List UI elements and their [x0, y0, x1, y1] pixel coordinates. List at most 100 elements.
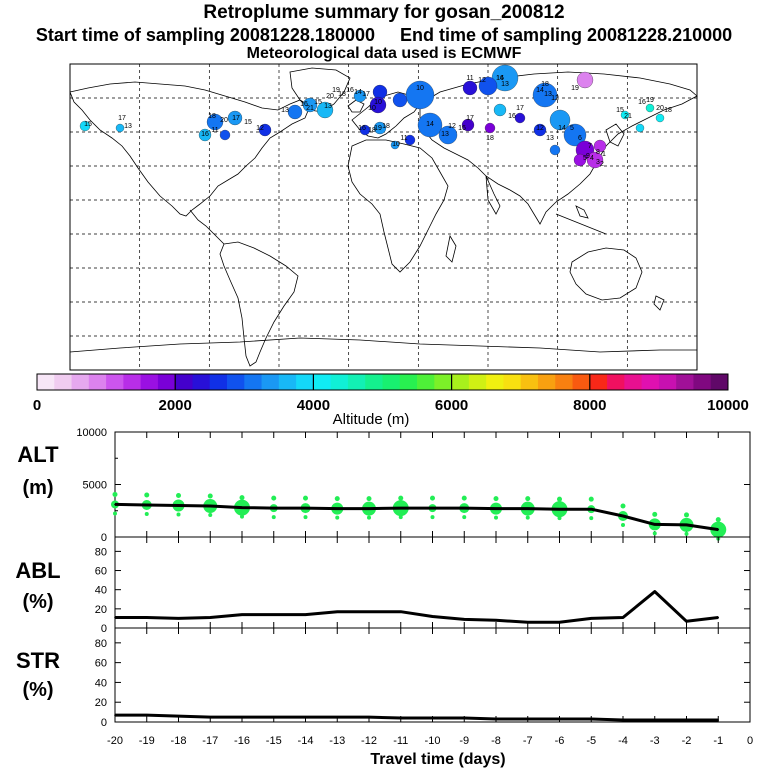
plume-day-label: 16: [638, 99, 646, 106]
data-point: [336, 610, 339, 613]
plume-day-label: 16: [201, 131, 209, 138]
data-point: [336, 716, 339, 718]
x-tick-label: -20: [107, 735, 123, 747]
plume-marker: [620, 110, 630, 120]
data-point: [241, 613, 243, 616]
altitude-blob: [684, 531, 689, 536]
plume-day-label: 12: [256, 125, 264, 132]
plume-marker: [655, 113, 665, 123]
plume-marker: [227, 110, 243, 126]
panel-ylabel: STR: [16, 648, 60, 673]
altitude-blob: [621, 523, 625, 527]
panel-ylabel: ABL: [15, 558, 60, 583]
altitude-blob: [493, 496, 499, 502]
data-point: [685, 524, 688, 526]
altitude-blob: [335, 515, 340, 520]
plume-day-label: 17: [232, 115, 240, 122]
colorbar-cell: [537, 374, 556, 390]
colorbar-cell: [503, 374, 522, 390]
plume-day-label: 14: [426, 121, 434, 128]
plume-day-label: 7: [588, 143, 592, 150]
plume-day-label: 10: [374, 99, 382, 106]
plume-marker: [405, 80, 435, 110]
plume-day-label: 12: [536, 125, 544, 132]
data-point: [526, 718, 529, 720]
plume-marker: [573, 153, 587, 167]
data-point: [717, 528, 720, 531]
data-point: [145, 504, 148, 506]
y-tick-label: 20: [95, 697, 107, 709]
plume-day-label: 5: [570, 125, 574, 132]
data-point: [622, 719, 624, 721]
plume-day-label: 21: [624, 113, 632, 120]
sampling-times: Start time of sampling 20081228.180000 E…: [35, 25, 733, 45]
data-point: [368, 507, 370, 510]
data-point: [717, 616, 720, 619]
x-tick-label: -8: [491, 735, 501, 747]
plume-day-label: 12: [551, 95, 559, 102]
altitude-blob: [271, 515, 276, 520]
data-point: [241, 716, 243, 718]
data-point: [590, 508, 593, 510]
plume-day-label: 6: [578, 135, 582, 142]
plume-day-label: 14: [354, 89, 362, 96]
altitude-blob: [208, 513, 213, 518]
data-point: [145, 714, 148, 716]
plume-day-label: 16: [496, 75, 504, 82]
met-data-note: Meteorological data used is ECMWF: [246, 45, 522, 62]
plume-day-label: 16: [458, 125, 466, 132]
data-point: [304, 716, 307, 718]
altitude-blob: [113, 511, 117, 516]
x-tick-label: -12: [361, 735, 377, 747]
colorbar-cell: [607, 374, 625, 390]
x-tick-label: 0: [747, 735, 753, 747]
data-point: [495, 619, 497, 622]
data-point: [685, 719, 688, 721]
plume-day-label: 10: [392, 141, 400, 148]
plume-day-label: 10: [368, 105, 376, 112]
plume-day-label: 14: [536, 87, 544, 94]
plume-marker: [478, 76, 498, 96]
plume-day-label: 16: [300, 101, 308, 108]
colorbar-cell: [382, 374, 401, 390]
colorbar-cell: [365, 374, 383, 390]
y-tick-label: 0: [101, 717, 107, 729]
plume-day-label: 13: [501, 81, 509, 88]
altitude-blob: [366, 496, 372, 502]
y-tick-label: 10000: [76, 427, 107, 439]
data-point: [526, 621, 529, 624]
plume-day-label: 16: [508, 113, 516, 120]
plume-marker: [462, 80, 478, 96]
plume-day-label: 13: [281, 107, 289, 114]
colorbar-cell: [330, 374, 349, 390]
data-point: [495, 718, 497, 720]
data-point: [622, 515, 624, 517]
data-point: [114, 616, 116, 619]
data-point: [653, 523, 656, 526]
data-point: [653, 590, 656, 593]
colorbar-cell: [157, 374, 176, 390]
plume-marker: [219, 129, 231, 141]
data-point: [177, 617, 180, 620]
plume-day-label: 11: [211, 127, 218, 134]
plume-marker: [115, 123, 125, 133]
altitude-blob: [239, 495, 245, 501]
data-point: [463, 717, 466, 719]
x-tick-label: -4: [618, 735, 628, 747]
plume-marker: [390, 140, 400, 150]
colorbar-tick-label: 4000: [297, 397, 330, 414]
data-point: [145, 616, 148, 619]
panel-ylabel: (m): [22, 477, 53, 499]
plume-day-label: 19: [332, 87, 340, 94]
x-tick-label: -19: [139, 735, 155, 747]
altitude-blob: [207, 493, 213, 499]
colorbar-cell: [313, 374, 332, 390]
data-point: [304, 507, 307, 509]
plume-day-label: 15: [244, 119, 252, 126]
altitude-blob: [144, 492, 150, 498]
plume-day-label: 10: [416, 85, 424, 92]
altitude-blob: [240, 514, 244, 519]
colorbar-cell: [624, 374, 643, 390]
altitude-blob: [684, 512, 689, 518]
